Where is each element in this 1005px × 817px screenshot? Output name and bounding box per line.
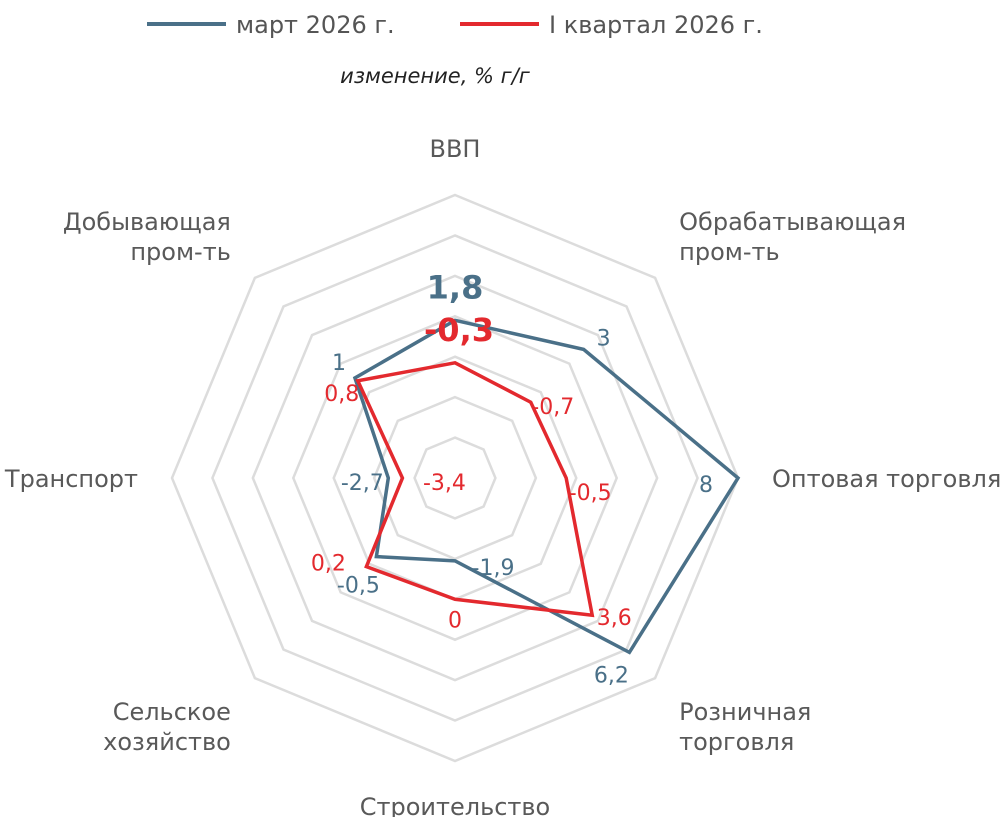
axis-label: ВВП xyxy=(430,135,481,163)
axis-label: Оптовая торговля xyxy=(772,465,1001,493)
axis-label-line: Оптовая торговля xyxy=(772,465,1001,493)
legend-label-march: март 2026 г. xyxy=(236,11,395,39)
data-label-series-2: -0,5 xyxy=(569,481,612,506)
data-label-series-1: 6,2 xyxy=(594,663,629,688)
series-line-1 xyxy=(352,318,741,655)
axis-label: Транспорт xyxy=(4,465,138,493)
axis-label-line: Сельское xyxy=(113,698,231,726)
data-label-series-2: -3,4 xyxy=(423,471,466,496)
data-label-series-2: 3,6 xyxy=(597,606,632,631)
grid-ring xyxy=(251,274,659,682)
legend: март 2026 г. I квартал 2026 г. xyxy=(147,11,763,39)
axis-label-line: ВВП xyxy=(430,135,481,163)
axis-label: Сельское хозяйство xyxy=(103,698,231,756)
data-label-series-1: -1,9 xyxy=(472,556,515,581)
data-label-series-1: 1 xyxy=(332,351,346,376)
data-label-series-1: -2,7 xyxy=(341,471,384,496)
data-label-series-1: -0,5 xyxy=(337,574,380,599)
data-label-series-1: 8 xyxy=(699,473,713,498)
grid-ring xyxy=(170,193,740,763)
value-labels: 1,8 3 8 6,2 -1,9 -0,5 -2,7 1 -0,3 -0,7 -0,5 3,6 0 0,2… xyxy=(311,268,713,688)
axis-label: Обрабатывающая пром-ть xyxy=(679,208,906,266)
axis-label-line: пром-ть xyxy=(679,238,780,266)
chart-subtitle: изменение, % г/г xyxy=(340,64,531,88)
data-label-series-2: -0,3 xyxy=(424,311,494,349)
axis-label-line: Строительство xyxy=(360,793,551,817)
axis-label-line: Розничная xyxy=(679,698,811,726)
axis-label-line: Обрабатывающая xyxy=(679,208,906,236)
axis-label-line: хозяйство xyxy=(103,728,231,756)
series-group xyxy=(352,318,741,655)
data-label-series-2: 0,8 xyxy=(324,382,359,407)
axis-label-line: Добывающая xyxy=(63,208,231,236)
grid-ring xyxy=(372,395,538,561)
data-label-series-1: 1,8 xyxy=(427,268,484,306)
axis-label: Строительство xyxy=(360,793,551,817)
axis-label-line: пром-ть xyxy=(130,238,231,266)
grid-ring xyxy=(413,436,497,520)
data-label-series-2: 0,2 xyxy=(311,552,346,577)
grid-ring xyxy=(211,234,699,722)
legend-label-q1: I квартал 2026 г. xyxy=(549,11,763,39)
grid-ring xyxy=(291,314,619,642)
data-label-series-2: -0,7 xyxy=(531,395,574,420)
data-label-series-1: 3 xyxy=(597,326,611,351)
axis-label-line: торговля xyxy=(679,728,794,756)
axis-label: Добывающая пром-ть xyxy=(63,208,231,266)
axis-label-line: Транспорт xyxy=(4,465,138,493)
axis-label: Розничная торговля xyxy=(679,698,811,756)
data-label-series-2: 0 xyxy=(448,608,462,633)
series-line-2 xyxy=(355,360,595,618)
